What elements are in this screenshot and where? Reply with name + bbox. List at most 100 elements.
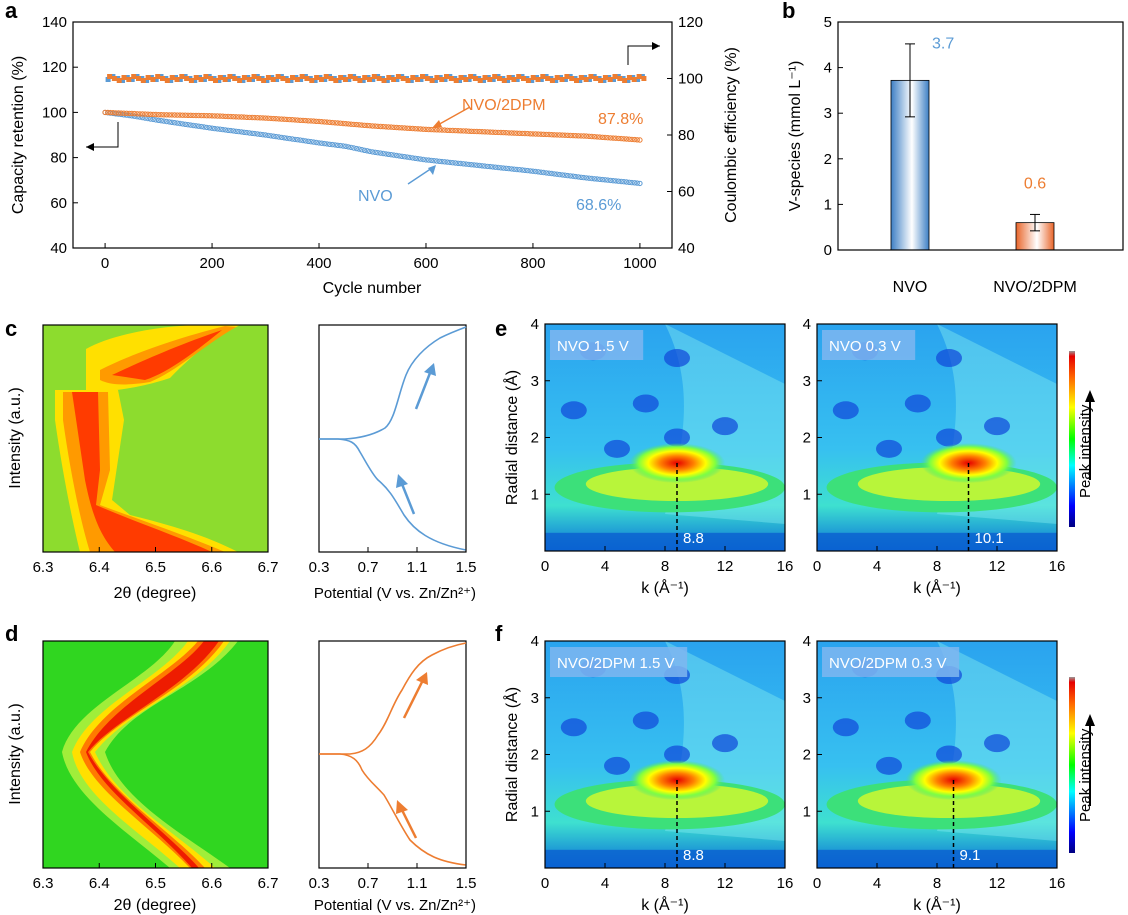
x-tick-label: 8: [933, 875, 941, 892]
data-point: [252, 130, 258, 137]
map-blob: [712, 734, 738, 753]
map-band-yellow: [857, 784, 1041, 819]
data-point: [356, 146, 362, 152]
data-point: [273, 116, 279, 122]
d-arrow-discharge: [400, 809, 418, 839]
data-point: [342, 77, 348, 82]
data-point: [490, 164, 496, 170]
data-point: [362, 75, 368, 80]
data-point: [626, 75, 632, 80]
data-point: [404, 154, 410, 160]
data-point: [602, 75, 608, 80]
data-point: [570, 173, 576, 179]
data-point: [508, 130, 515, 136]
data-point: [498, 129, 504, 136]
data-point: [333, 78, 339, 83]
data-point: [583, 77, 589, 82]
data-point: [201, 112, 207, 119]
data-point: [166, 112, 173, 118]
data-point: [439, 77, 445, 82]
data-point: [233, 114, 239, 120]
x-tick-label: 0.7: [358, 875, 379, 892]
category-label: NVO/2DPM: [993, 279, 1077, 296]
data-point: [169, 75, 175, 80]
data-point: [121, 75, 127, 80]
data-point: [371, 74, 377, 79]
data-point: [635, 77, 641, 82]
data-point: [599, 176, 606, 183]
data-point: [177, 77, 183, 82]
data-point: [442, 159, 448, 165]
peak-k-label: 9.1: [960, 847, 981, 864]
map-body: [545, 324, 785, 551]
bar-value-label: 0.6: [1024, 175, 1046, 192]
data-point: [535, 169, 541, 175]
data-point: [107, 109, 114, 116]
data-point: [225, 77, 231, 82]
data-point: [329, 119, 336, 126]
data-point: [538, 169, 544, 175]
x-tick-label: 4: [873, 875, 881, 892]
data-point: [228, 113, 234, 120]
data-point: [286, 135, 293, 142]
y-tick-label: 2: [824, 151, 832, 168]
data-point: [302, 138, 309, 144]
data-point: [428, 157, 434, 164]
data-point: [506, 130, 512, 136]
x-tick-label: 4: [601, 875, 609, 892]
data-point: [466, 77, 472, 82]
data-point: [361, 122, 368, 129]
data-point: [439, 127, 445, 133]
y2-tick-label: 60: [678, 184, 695, 201]
colorbar-f-label: Peak intensity: [1077, 728, 1094, 822]
data-point: [540, 169, 547, 176]
data-point: [351, 145, 357, 151]
data-point: [407, 154, 413, 161]
data-point: [290, 75, 295, 80]
data-point: [208, 76, 214, 81]
data-point: [468, 128, 475, 135]
data-point: [554, 171, 560, 177]
y-tick-label: 4: [531, 316, 539, 333]
data-point: [244, 114, 250, 121]
y-tick-label: 2: [531, 430, 539, 447]
data-point: [535, 131, 541, 137]
data-point: [329, 141, 336, 148]
x-tick-label: 1.5: [456, 875, 477, 892]
data-point: [359, 147, 365, 153]
y2-tick-label: 100: [678, 71, 703, 88]
data-point: [551, 171, 557, 177]
data-point: [126, 110, 132, 117]
data-point: [121, 110, 127, 116]
data-point: [372, 149, 378, 156]
data-point: [319, 140, 325, 146]
map-blob: [936, 745, 962, 764]
map-label-group: NVO/2DPM 0.3 V: [822, 647, 960, 677]
data-point: [262, 132, 269, 138]
data-point: [594, 134, 600, 140]
data-point: [391, 124, 397, 131]
d-curve-ticks: 0.3 0.7 1.1 1.5: [309, 863, 477, 892]
data-point: [521, 76, 526, 81]
data-point: [268, 133, 274, 139]
data-point: [418, 77, 424, 82]
data-point: [591, 176, 598, 182]
data-point: [641, 76, 647, 81]
c-arrow-discharge: [400, 483, 416, 515]
y2-tick-label: 80: [678, 127, 695, 144]
data-point: [376, 76, 382, 81]
data-point: [335, 120, 341, 126]
data-point: [196, 123, 202, 129]
data-point: [246, 114, 253, 121]
data-point: [463, 77, 469, 82]
data-point: [511, 166, 517, 172]
data-point: [281, 116, 287, 122]
x-tick-label: 6.5: [145, 875, 166, 892]
map-label-box: [550, 330, 644, 360]
data-point: [450, 160, 456, 166]
data-point: [298, 77, 304, 82]
data-point: [463, 128, 469, 134]
data-point: [482, 129, 488, 135]
data-point: [332, 120, 338, 126]
